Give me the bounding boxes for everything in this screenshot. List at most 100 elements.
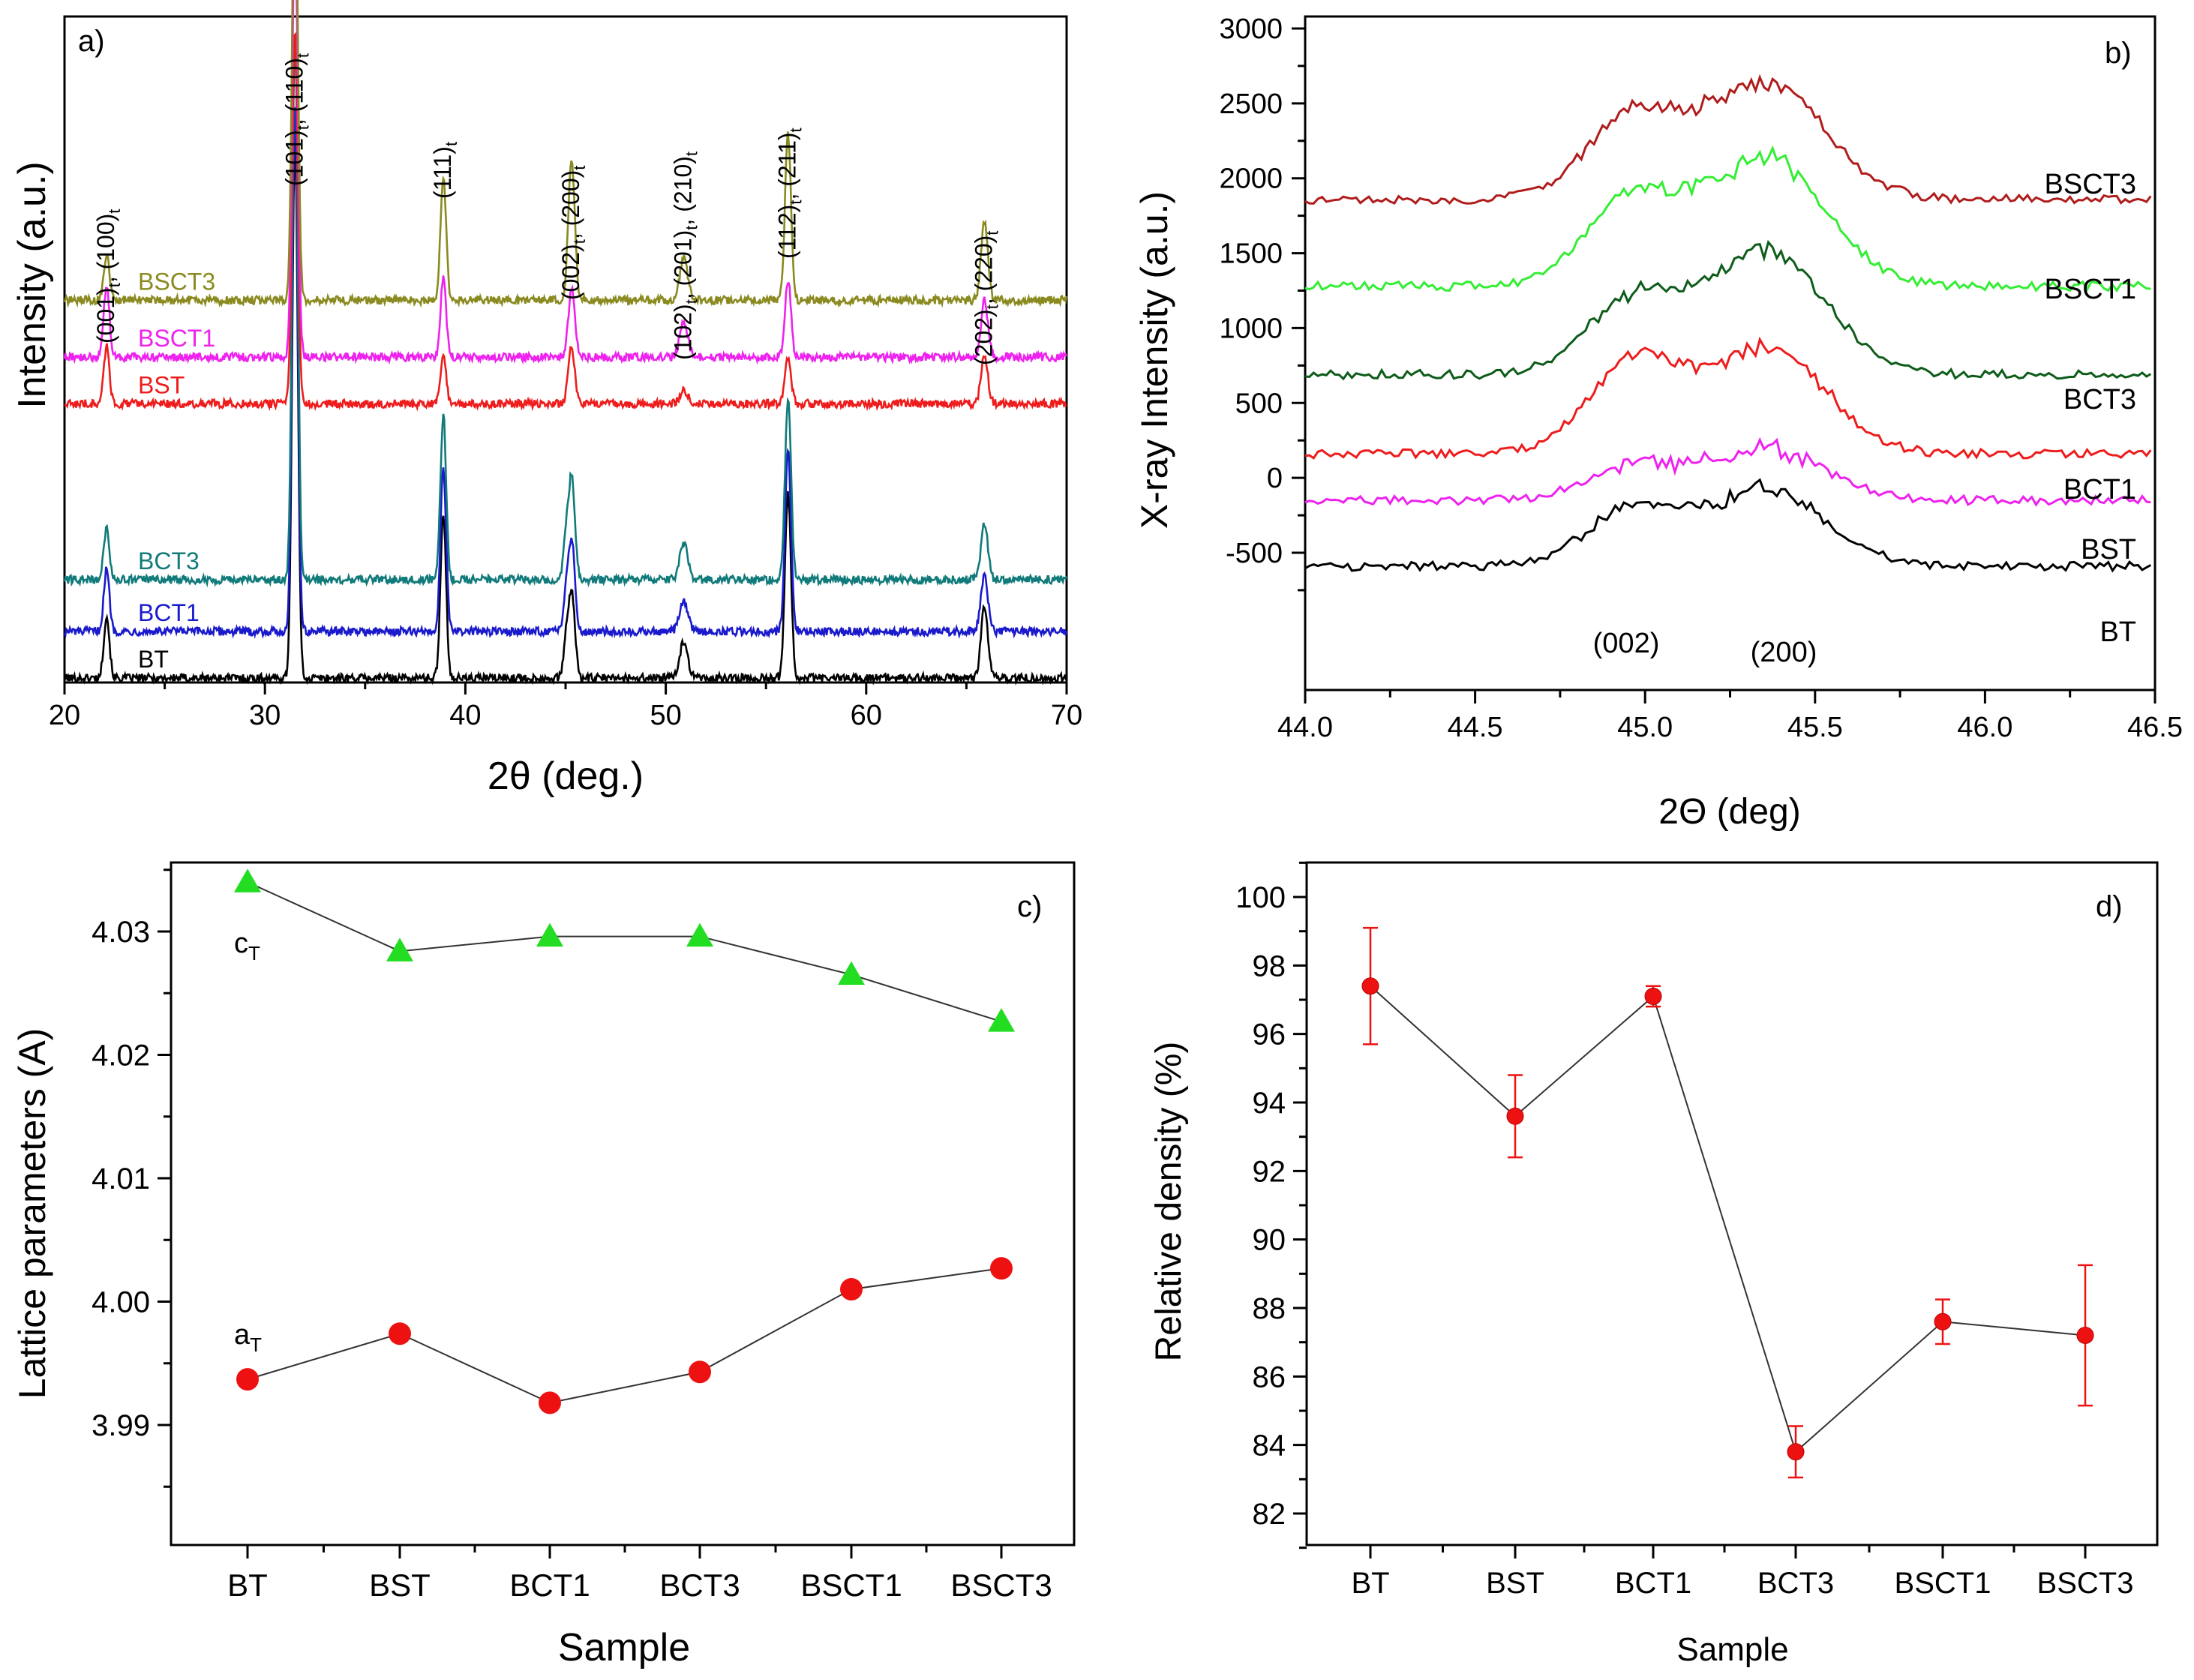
- panel-a-series-bct1: [63, 106, 1068, 640]
- panel-c-line-c: [247, 881, 1002, 1023]
- panel-a-xlabel: 2θ (deg.): [488, 754, 644, 798]
- panel-d-xtick-label: BCT3: [1757, 1567, 1834, 1600]
- panel-b-ytick-label: 1000: [1219, 313, 1283, 344]
- panel-d-ytick-label: 84: [1253, 1430, 1286, 1462]
- panel-b-ytick-label: 500: [1235, 388, 1283, 419]
- panel-b-annotation-200: (200): [1751, 637, 1817, 668]
- panel-d-line: [1370, 985, 2086, 1454]
- panel-d-ytick-label: 90: [1253, 1224, 1286, 1257]
- panel-b-series-bsct1: [1304, 145, 2151, 292]
- panel-c-frame: [170, 861, 1076, 1546]
- panel-d-marker: [1644, 987, 1662, 1005]
- panel-d-tag: d): [2096, 890, 2123, 923]
- panel-b-ytick-label: -500: [1226, 538, 1283, 569]
- panel-c-xlabel: Sample: [558, 1626, 690, 1670]
- panel-c: BT BST BCT1 BCT3 BSCT1 BSCT3 3.99 4.00 4.01 4.02 4…: [11, 861, 1076, 1670]
- panel-d-ytick-label: 94: [1253, 1087, 1286, 1120]
- panel-c-ytick-label: 4.02: [92, 1040, 150, 1072]
- panel-c-marker-a: [389, 1322, 411, 1346]
- panel-a-legend-bt: BT: [138, 646, 169, 673]
- panel-b-xtick-label: 46.0: [1957, 712, 2012, 743]
- panel-d-xtick-label: BT: [1351, 1567, 1389, 1600]
- panel-c-xtick-label: BCT3: [659, 1568, 740, 1603]
- panel-a-peak-label: (001)t, (100)t: [92, 209, 124, 344]
- panel-b-legend-bt: BT: [2099, 616, 2136, 648]
- panel-a-legend-bsct3: BSCT3: [138, 268, 215, 295]
- panel-d-ytick-label: 86: [1253, 1360, 1286, 1394]
- panel-d: BT BST BCT1 BCT3 BSCT1 BSCT3 82 84 86 88 90 92 94 96 9…: [1149, 861, 2159, 1668]
- panel-c-xtick-label: BSCT1: [800, 1568, 902, 1603]
- panel-a-series-bt: [63, 142, 1068, 686]
- panel-b-legend-bct1: BCT1: [2063, 474, 2136, 506]
- panel-b-legend-bst: BST: [2081, 534, 2136, 566]
- panel-d-xtick-label: BCT1: [1615, 1567, 1691, 1600]
- panel-d-xtick-label: BSCT3: [2037, 1567, 2134, 1600]
- panel-d-marker: [1506, 1107, 1524, 1125]
- panel-d-marker: [2076, 1327, 2094, 1345]
- panel-c-marker-a: [539, 1391, 561, 1414]
- panel-c-xtick-label: BSCT3: [950, 1568, 1052, 1603]
- panel-c-marker-c: [234, 868, 261, 892]
- panel-a-series-bsct3: [63, 0, 1068, 308]
- panel-a-xtick-label: 30: [249, 700, 281, 731]
- panel-c-marker-a: [236, 1368, 259, 1391]
- panel-c-marker-c: [988, 1008, 1015, 1032]
- panel-a-xtick-label: 50: [650, 700, 681, 731]
- panel-c-ytick-label: 4.01: [92, 1162, 150, 1196]
- panel-d-ytick-label: 96: [1253, 1018, 1286, 1052]
- panel-d-frame: [1305, 861, 2159, 1546]
- panel-b-series-bct3: [1304, 239, 2152, 381]
- panel-a: 20 30 40 50 60 70 BT BCT1 BCT3 BST BSCT1 BSCT3 (001)…: [11, 0, 1082, 798]
- panel-a-xtick-label: 60: [851, 700, 882, 731]
- panel-d-plot: BT BST BCT1 BCT3 BSCT1 BSCT3 82 84 86 88 90 92 94 96 9…: [1235, 861, 2134, 1600]
- panel-a-ylabel: Intensity (a.u.): [11, 161, 54, 408]
- panel-a-peak-label: (112)t, (211)t: [774, 128, 806, 259]
- panel-c-marker-c: [686, 922, 713, 947]
- panel-b-xtick-label: 45.5: [1787, 712, 1843, 743]
- panel-c-marker-c: [536, 922, 563, 947]
- panel-a-xtick-label: 70: [1051, 700, 1082, 731]
- panel-d-xlabel: Sample: [1676, 1631, 1788, 1668]
- panel-b-series-bsct3: [1304, 74, 2152, 206]
- panel-b-ytick-label: 0: [1267, 463, 1283, 494]
- panel-b-plot: 44.0 44.5 45.0 45.5 46.0 46.5 3000 2500 2000 1500…: [1219, 14, 2183, 743]
- panel-d-ytick-label: 88: [1253, 1292, 1286, 1325]
- panel-d-marker: [1787, 1443, 1805, 1461]
- panel-d-ytick-label: 98: [1253, 950, 1286, 982]
- panel-a-series-bst: [64, 32, 1067, 412]
- panel-a-legend-bct1: BCT1: [138, 599, 200, 626]
- panel-b-ytick-label: 3000: [1219, 14, 1283, 45]
- panel-d-xtick-label: BST: [1486, 1567, 1544, 1600]
- panel-a-legend-bct3: BCT3: [138, 548, 200, 574]
- panel-b-ytick-label: 1500: [1219, 238, 1283, 270]
- panel-b-ytick-label: 2000: [1219, 164, 1283, 195]
- panel-c-marker-a: [990, 1257, 1013, 1280]
- panel-b-series-bst: [1304, 436, 2151, 507]
- panel-b-legend-bsct3: BSCT3: [2045, 169, 2136, 200]
- panel-b-ytick-label: 2500: [1219, 88, 1283, 120]
- panel-d-marker: [1934, 1312, 1952, 1330]
- panel-c-marker-a: [840, 1278, 863, 1301]
- panel-c-ytick-label: 3.99: [92, 1409, 150, 1442]
- panel-b-frame: [1304, 15, 2156, 692]
- panel-a-tag: a): [78, 25, 105, 58]
- panel-c-label-c: cT: [234, 928, 260, 964]
- panel-b-xtick-label: 45.0: [1617, 712, 1673, 743]
- panel-c-line-a: [247, 1268, 1002, 1404]
- panel-a-peak-label: (111)t: [429, 142, 461, 199]
- panel-c-ytick-label: 4.00: [92, 1286, 150, 1319]
- panel-a-peak-label: (002)t, (200)t: [557, 166, 589, 300]
- panel-c-tag: c): [1017, 890, 1042, 923]
- panel-a-legend-bst: BST: [138, 371, 185, 398]
- panel-a-peak-label: (102)t, (201)t, (210)t: [670, 152, 701, 360]
- panel-b-ylabel: X-ray Intensity (a.u.): [1133, 191, 1175, 529]
- panel-b-xtick-label: 44.5: [1448, 712, 1503, 743]
- panel-a-xtick-label: 40: [449, 700, 481, 731]
- panel-c-xtick-label: BT: [227, 1568, 268, 1603]
- panel-d-ytick-label: 92: [1253, 1155, 1286, 1188]
- panel-b-xtick-label: 46.5: [2127, 712, 2183, 743]
- panel-d-ytick-label: 100: [1235, 881, 1286, 914]
- panel-b-series-bct1: [1304, 336, 2152, 460]
- panel-a-plot: 20 30 40 50 60 70 BT BCT1 BCT3 BST BSCT1 BSCT3 (001)…: [49, 0, 1082, 731]
